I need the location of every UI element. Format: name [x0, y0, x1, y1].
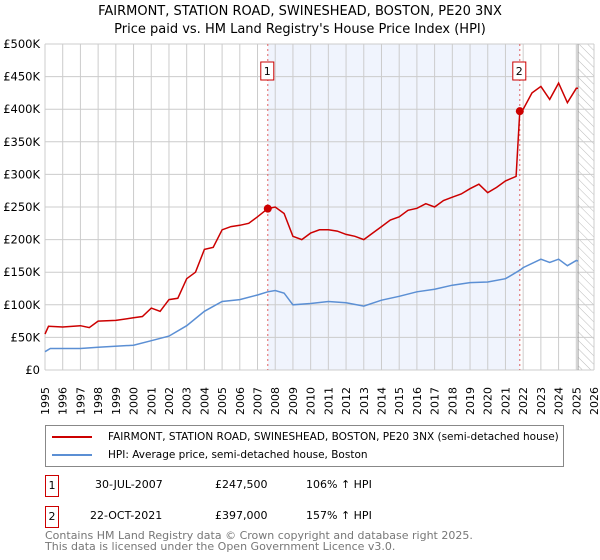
x-tick-label: 2021 — [499, 387, 512, 415]
price-chart: 1995 1996 1997 1998 1999 2000 2001 2002 2003 2004… — [3, 37, 600, 415]
y-tick-label: £150K — [3, 265, 40, 279]
y-tick-label: £50K — [11, 330, 41, 344]
sale-label-box — [260, 61, 275, 81]
x-tick-label: 1996 — [57, 387, 70, 415]
sale-date: 22-OCT-2021 — [90, 509, 163, 522]
sale-label: 1 — [264, 65, 271, 78]
x-tick-label: 2001 — [145, 387, 158, 415]
x-tick-label: 2023 — [535, 387, 548, 415]
y-tick-label: £350K — [3, 135, 40, 149]
x-tick-label: 2012 — [340, 387, 353, 415]
sale-point — [515, 107, 524, 116]
legend: FAIRMONT, STATION ROAD, SWINESHEAD, BOST… — [45, 425, 564, 467]
legend-item-property: FAIRMONT, STATION ROAD, SWINESHEAD, BOST… — [52, 431, 559, 443]
legend-item-hpi: HPI: Average price, semi-detached house,… — [52, 449, 368, 461]
legend-label: FAIRMONT, STATION ROAD, SWINESHEAD, BOST… — [108, 431, 559, 443]
x-tick-label: 2016 — [411, 387, 424, 415]
legend-swatch — [52, 454, 92, 456]
x-tick-label: 2010 — [305, 387, 318, 415]
x-tick-label: 1997 — [74, 387, 87, 415]
x-tick-label: 2013 — [358, 387, 371, 415]
sale-hpi-change: 106% ↑ HPI — [306, 478, 372, 491]
sale-label-box — [512, 61, 527, 81]
footer-line: Contains HM Land Registry data © Crown c… — [45, 529, 473, 542]
sale-point — [263, 204, 272, 213]
x-tick-label: 2024 — [553, 387, 566, 415]
sale-row: 1 30-JUL-2007 £247,500 106% ↑ HPI — [45, 475, 445, 497]
sale-price: £247,500 — [215, 478, 268, 491]
x-tick-label: 2005 — [216, 387, 229, 415]
y-tick-label: £200K — [3, 233, 40, 247]
y-tick-label: £400K — [3, 102, 40, 116]
x-tick-label: 2011 — [322, 387, 335, 415]
series-line — [44, 81, 579, 335]
x-tick-label: 2000 — [128, 387, 141, 415]
x-tick-label: 2006 — [234, 387, 247, 415]
y-tick-label: £250K — [3, 200, 40, 214]
legend-swatch — [52, 436, 92, 438]
x-tick-label: 2014 — [375, 387, 388, 415]
series-line — [44, 258, 579, 353]
x-tick-label: 2022 — [517, 387, 530, 415]
sale-marker-badge: 2 — [45, 506, 59, 528]
x-tick-label: 1998 — [92, 387, 105, 415]
sale-row: 2 22-OCT-2021 £397,000 157% ↑ HPI — [45, 506, 445, 528]
y-tick-label: £300K — [3, 167, 40, 181]
x-tick-label: 2008 — [269, 387, 282, 415]
x-tick-label: 2026 — [588, 387, 600, 415]
x-tick-label: 2009 — [287, 387, 300, 415]
sale-label: 2 — [516, 65, 523, 78]
subtitle-line: Price paid vs. HM Land Registry's House … — [114, 22, 486, 37]
x-tick-label: 2018 — [446, 387, 459, 415]
x-tick-label: 2020 — [482, 387, 495, 415]
y-tick-label: £0 — [25, 363, 40, 377]
footer: Contains HM Land Registry data © Crown c… — [45, 530, 473, 552]
x-tick-label: 2003 — [181, 387, 194, 415]
y-tick-label: £500K — [3, 37, 40, 51]
sale-date: 30-JUL-2007 — [95, 478, 163, 491]
x-tick-label: 2017 — [429, 387, 442, 415]
footer-line: This data is licensed under the Open Gov… — [45, 540, 396, 553]
sale-hpi-change: 157% ↑ HPI — [306, 509, 372, 522]
x-tick-label: 2002 — [163, 387, 176, 415]
x-tick-label: 1995 — [39, 387, 52, 415]
chart-title: FAIRMONT, STATION ROAD, SWINESHEAD, BOST… — [0, 3, 600, 39]
sale-price: £397,000 — [215, 509, 268, 522]
x-tick-label: 2007 — [252, 387, 265, 415]
x-tick-label: 2019 — [464, 387, 477, 415]
legend-label: HPI: Average price, semi-detached house,… — [108, 449, 368, 461]
x-tick-label: 2025 — [570, 387, 583, 415]
x-tick-label: 2004 — [198, 387, 211, 415]
sale-marker-badge: 1 — [45, 475, 59, 497]
y-tick-label: £450K — [3, 70, 40, 84]
x-tick-label: 2015 — [393, 387, 406, 415]
x-tick-label: 1999 — [110, 387, 123, 415]
title-line: FAIRMONT, STATION ROAD, SWINESHEAD, BOST… — [98, 4, 502, 19]
y-tick-label: £100K — [3, 298, 40, 312]
